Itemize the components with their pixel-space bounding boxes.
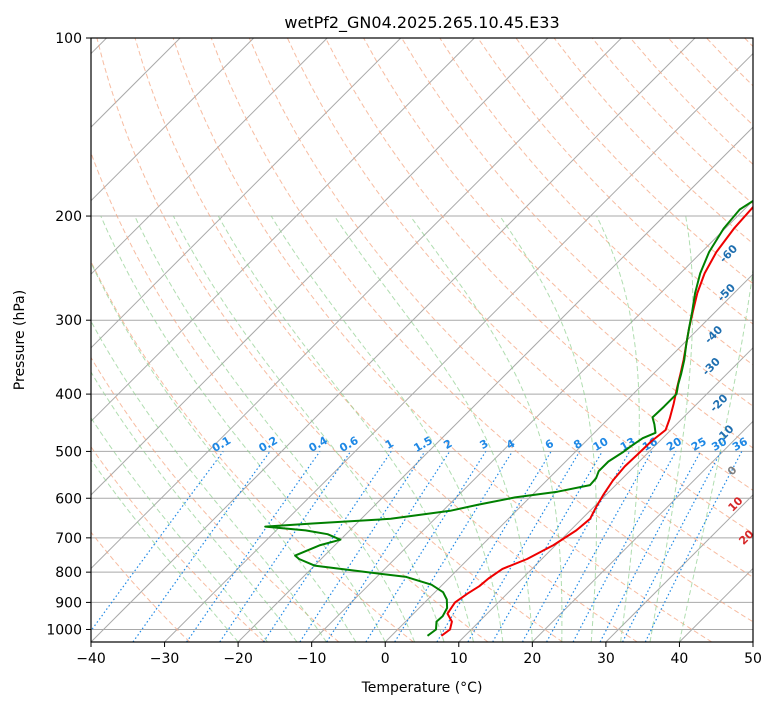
- axis-ticks: −40 −30 −20 −10 0 10 20 30 40 50 100 200 300 400 500 60…: [46, 31, 762, 667]
- y-tick-label: 100: [55, 31, 82, 47]
- moist-adiabat-line: [499, 215, 597, 642]
- moist-adiabat-line: [91, 371, 298, 642]
- mixing-ratio-line: [262, 451, 392, 642]
- moist-adiabat-line: [91, 458, 239, 642]
- mixing-ratio-line: [132, 451, 271, 642]
- x-tick-label: 10: [450, 651, 468, 667]
- isotherm-label: -70: [749, 188, 772, 211]
- mixing-ratio-line: [299, 451, 426, 642]
- mixing-ratio-line: [91, 451, 224, 632]
- dry-adiabat-line: [325, 38, 753, 491]
- x-tick-label: 0: [381, 651, 390, 667]
- isotherm-line: [91, 38, 328, 275]
- dry-adiabat-line: [91, 531, 191, 642]
- isotherm-line: [531, 420, 753, 642]
- mixing-ratio-line: [572, 451, 677, 642]
- isotherm-line: [91, 38, 402, 349]
- dry-adiabat-line: [91, 445, 265, 642]
- isotherm-line: [91, 38, 255, 202]
- dry-adiabat-line: [91, 356, 340, 642]
- moist-adiabat-line: [678, 265, 753, 642]
- dry-adiabat-line: [401, 38, 753, 407]
- moist-adiabat-line: [409, 215, 563, 642]
- isotherm-line: [91, 38, 549, 496]
- moist-adiabat-line: [649, 215, 694, 642]
- x-tick-label: −10: [297, 651, 327, 667]
- background-lines: [91, 38, 753, 642]
- isotherm-label: 30: [751, 557, 771, 577]
- dry-adiabat-line: [210, 38, 753, 623]
- y-tick-label: 600: [55, 491, 82, 507]
- moist-adiabat-line: [596, 215, 640, 642]
- chart-title: wetPf2_GN04.2025.265.10.45.E33: [284, 13, 559, 33]
- dewpoint-profile-line: [264, 199, 753, 637]
- mixing-ratio-line: [219, 451, 352, 642]
- mixing-ratio-line: [186, 451, 321, 642]
- isotherm-line: [91, 38, 696, 642]
- y-tick-label: 700: [55, 531, 82, 547]
- isotherm-line: [237, 126, 753, 642]
- x-tick-label: 20: [523, 651, 541, 667]
- series-lines: [264, 199, 753, 637]
- dry-adiabat-line: [96, 38, 563, 642]
- moist-adiabat-line: [91, 320, 327, 642]
- isotherm-line: [91, 38, 475, 423]
- y-tick-label: 400: [55, 387, 82, 403]
- moist-adiabat-line: [134, 215, 416, 642]
- dry-adiabat-line: [91, 260, 414, 642]
- mixing-ratio-line: [521, 451, 631, 642]
- y-tick-label: 500: [55, 444, 82, 460]
- mixing-ratio-line: [546, 451, 653, 642]
- mixing-ratio-line: [644, 451, 743, 642]
- moist-adiabat-line: [91, 261, 357, 642]
- mixing-ratio-line: [394, 451, 513, 642]
- dry-adiabat-line: [248, 38, 753, 578]
- y-tick-label: 1000: [46, 622, 82, 638]
- x-tick-label: −30: [150, 651, 180, 667]
- moist-adiabat-line: [172, 215, 445, 642]
- mixing-ratio-line: [326, 451, 451, 642]
- isotherm-line: [91, 38, 622, 570]
- dry-adiabat-line: [134, 38, 638, 642]
- moist-adiabat-line: [91, 416, 268, 642]
- plot-frame: [90, 37, 754, 643]
- moist-adiabat-line: [270, 215, 504, 642]
- y-tick-label: 900: [55, 595, 82, 611]
- x-tick-label: −20: [223, 651, 253, 667]
- y-tick-label: 300: [55, 313, 82, 329]
- dry-adiabat-line: [515, 38, 753, 285]
- x-axis-label: Temperature (°C): [361, 680, 483, 696]
- dry-adiabat-line: [91, 151, 489, 642]
- x-tick-label: 40: [671, 651, 689, 667]
- isotherm-line: [164, 52, 753, 642]
- x-tick-label: 30: [597, 651, 615, 667]
- moist-adiabat-line: [100, 215, 386, 642]
- y-axis-label: Pressure (hPa): [12, 290, 28, 390]
- x-tick-label: −40: [76, 651, 106, 667]
- y-tick-label: 800: [55, 565, 82, 581]
- x-tick-label: 50: [744, 651, 762, 667]
- isotherm-line: [605, 494, 753, 642]
- dry-adiabat-line: [172, 38, 713, 642]
- y-tick-label: 200: [55, 209, 82, 225]
